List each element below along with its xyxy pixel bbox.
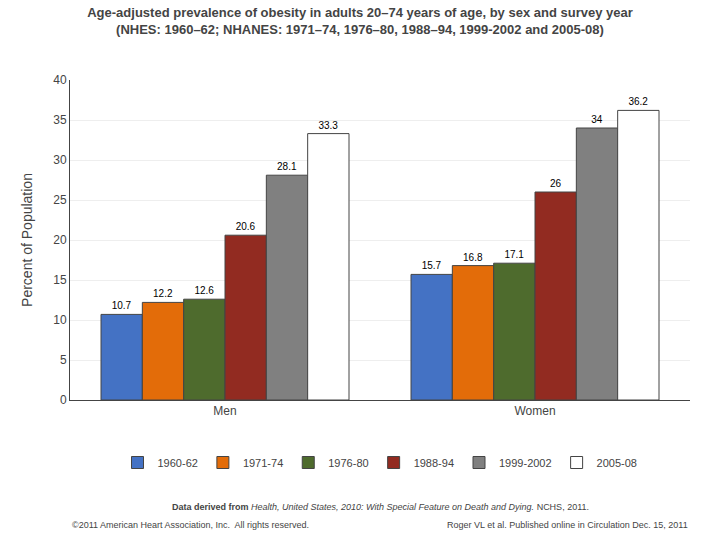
svg-text:33.3: 33.3 xyxy=(318,120,338,131)
svg-text:15: 15 xyxy=(53,273,67,287)
svg-text:30: 30 xyxy=(53,153,67,167)
svg-text:1971-74: 1971-74 xyxy=(243,457,283,469)
svg-text:10: 10 xyxy=(53,313,67,327)
svg-text:16.8: 16.8 xyxy=(463,252,483,263)
svg-text:35: 35 xyxy=(53,113,67,127)
svg-text:Data derived from Health, Unit: Data derived from Health, United States,… xyxy=(172,502,589,512)
svg-text:0: 0 xyxy=(60,393,67,407)
svg-text:36.2: 36.2 xyxy=(628,96,648,107)
svg-text:Percent of Population: Percent of Population xyxy=(19,173,35,307)
svg-text:©2011 American Heart Associati: ©2011 American Heart Association, Inc. A… xyxy=(72,520,309,530)
svg-text:Roger VL et al. Published onli: Roger VL et al. Published online in Circ… xyxy=(447,520,688,530)
svg-text:34: 34 xyxy=(591,114,603,125)
svg-text:Men: Men xyxy=(213,404,236,418)
svg-text:26: 26 xyxy=(550,178,562,189)
svg-text:17.1: 17.1 xyxy=(504,249,524,260)
svg-text:20.6: 20.6 xyxy=(236,221,256,232)
svg-text:12.2: 12.2 xyxy=(153,288,173,299)
svg-text:12.6: 12.6 xyxy=(194,285,214,296)
svg-text:20: 20 xyxy=(53,233,67,247)
svg-text:1960-62: 1960-62 xyxy=(158,457,198,469)
svg-text:25: 25 xyxy=(53,193,67,207)
svg-text:28.1: 28.1 xyxy=(277,161,297,172)
svg-text:2005-08: 2005-08 xyxy=(597,457,637,469)
svg-text:1988-94: 1988-94 xyxy=(414,457,454,469)
svg-text:15.7: 15.7 xyxy=(422,260,442,271)
svg-text:1999-2002: 1999-2002 xyxy=(499,457,552,469)
svg-text:5: 5 xyxy=(60,353,67,367)
svg-text:10.7: 10.7 xyxy=(112,300,132,311)
svg-text:Women: Women xyxy=(514,404,555,418)
svg-text:Age-adjusted prevalence of obe: Age-adjusted prevalence of obesity in ad… xyxy=(87,5,633,37)
svg-text:40: 40 xyxy=(53,73,67,87)
svg-text:1976-80: 1976-80 xyxy=(328,457,368,469)
